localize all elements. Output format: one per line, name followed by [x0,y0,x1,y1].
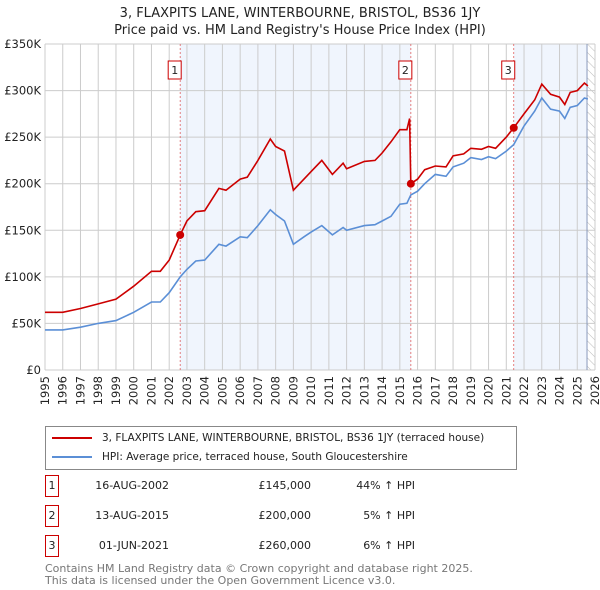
sale-label-box [398,60,413,80]
footer-licence: This data is licensed under the Open Gov… [45,574,396,587]
x-tick-label: 2022 [517,376,531,405]
sale-row: 1 16-AUG-2002 £145,000 44% ↑ HPI [45,475,445,497]
sale-point [406,179,415,188]
x-tick-label: 2020 [482,376,496,405]
red-line-swatch [52,437,92,439]
ownership-shade [180,44,411,370]
series-line-property [45,82,589,314]
x-tick-label: 2024 [553,376,567,405]
chart-title: 3, FLAXPITS LANE, WINTERBOURNE, BRISTOL,… [119,6,481,21]
price-chart: 1995 1996 1997 1998 1999 2000 2001 2002 2003 2004… [4,37,600,405]
projection-hatch [587,44,595,370]
sale-row: 3 01-JUN-2021 £260,000 6% ↑ HPI [45,535,445,557]
x-tick-label: 2026 [588,376,600,405]
sale-label-number: 3 [505,64,512,77]
x-tick-label: 2006 [233,376,247,405]
x-tick-label: 2011 [322,376,336,405]
sale-price: £260,000 [258,539,312,552]
legend-item-property: 3, FLAXPITS LANE, WINTERBOURNE, BRISTOL,… [52,432,484,444]
blue-line-swatch [52,456,92,458]
sale-hpi-change: 6% ↑ HPI [363,539,415,552]
sale-label-box [167,60,182,80]
x-tick-label: 1996 [56,376,70,405]
x-tick-label: 2025 [570,376,584,405]
x-tick-label: 2000 [127,376,141,405]
x-tick-label: 1995 [38,376,52,405]
x-tick-label: 2017 [428,376,442,405]
x-tick-label: 2012 [340,376,354,405]
x-tick-label: 2014 [375,376,389,405]
legend-label-property: 3, FLAXPITS LANE, WINTERBOURNE, BRISTOL,… [102,432,485,444]
x-tick-label: 2016 [411,376,425,405]
sale-price: £145,000 [258,479,312,492]
sale-point [509,123,518,132]
series-line-hpi [45,96,589,331]
sale-price: £200,000 [258,509,312,522]
x-tick-label: 1998 [91,376,105,405]
sale-number-badge: 3 [45,535,59,557]
sale-date: 13-AUG-2015 [95,509,169,522]
x-tick-label: 2019 [464,376,478,405]
y-tick-label: £150K [4,223,41,237]
x-tick-label: 2004 [198,376,212,405]
x-tick-label: 2007 [251,376,265,405]
x-tick-label: 2021 [499,376,513,405]
y-tick-label: £250K [4,130,41,144]
sale-row: 2 13-AUG-2015 £200,000 5% ↑ HPI [45,505,445,527]
sale-label-number: 2 [402,64,409,77]
x-tick-label: 1999 [109,376,123,405]
x-tick-label: 2018 [446,376,460,405]
ownership-shade [513,44,588,370]
x-tick-label: 2001 [144,376,158,405]
sale-date: 16-AUG-2002 [95,479,169,492]
sale-label-box [501,60,516,80]
x-tick-label: 2009 [286,376,300,405]
sale-number-badge: 1 [45,475,59,497]
legend-item-hpi: HPI: Average price, terraced house, Sout… [52,451,408,463]
y-tick-label: £300K [4,84,41,98]
y-tick-label: £100K [4,270,41,284]
x-tick-label: 2002 [162,376,176,405]
x-tick-label: 2003 [180,376,194,405]
sale-label-number: 1 [171,64,178,77]
legend: 3, FLAXPITS LANE, WINTERBOURNE, BRISTOL,… [45,426,517,470]
x-tick-label: 2008 [269,376,283,405]
legend-label-hpi: HPI: Average price, terraced house, Sout… [102,451,408,463]
y-tick-label: £200K [4,177,41,191]
sale-number-badge: 2 [45,505,59,527]
x-tick-label: 1997 [73,376,87,405]
chart-subtitle: Price paid vs. HM Land Registry's House … [114,23,486,38]
sale-hpi-change: 44% ↑ HPI [356,479,415,492]
footer-copyright: Contains HM Land Registry data © Crown c… [45,562,473,575]
x-tick-label: 2023 [535,376,549,405]
sale-point [176,230,185,239]
x-tick-label: 2013 [357,376,371,405]
x-tick-label: 2005 [215,376,229,405]
y-tick-label: £350K [4,37,41,51]
x-tick-label: 2010 [304,376,318,405]
sale-hpi-change: 5% ↑ HPI [363,509,415,522]
y-tick-label: £0 [26,363,41,377]
x-tick-label: 2015 [393,376,407,405]
sale-date: 01-JUN-2021 [98,539,169,552]
y-tick-label: £50K [12,316,42,330]
